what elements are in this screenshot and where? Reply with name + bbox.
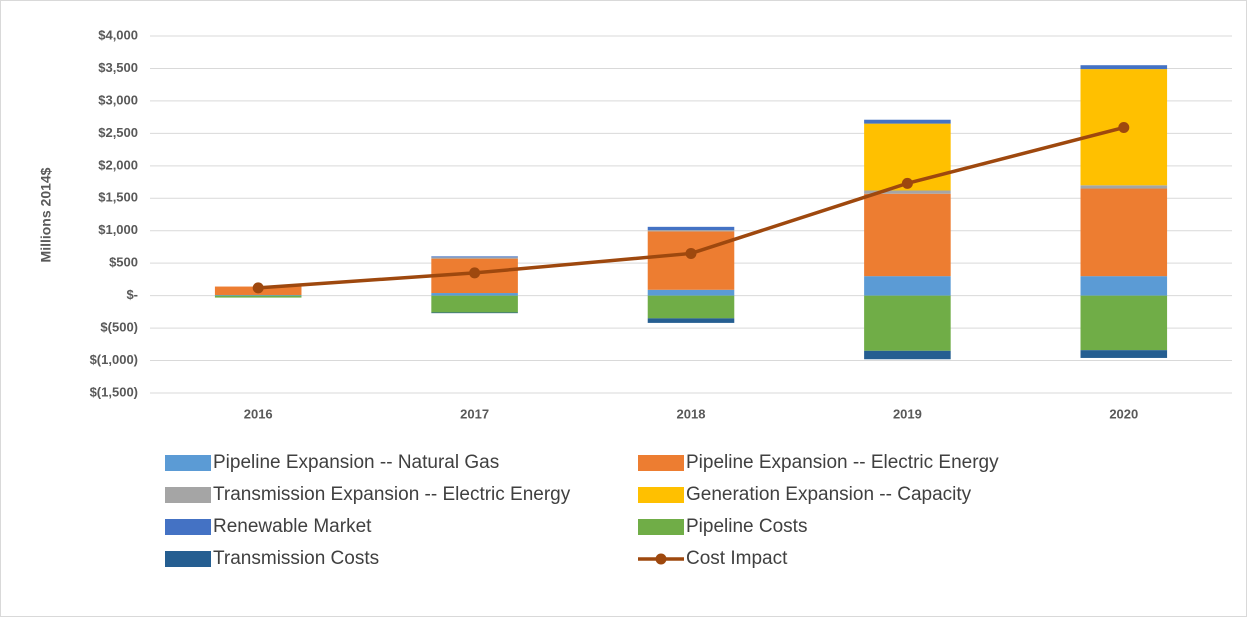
legend-marker <box>655 553 667 565</box>
x-tick-label: 2018 <box>677 406 706 421</box>
legend-swatch <box>165 519 211 535</box>
legend-swatch <box>638 455 684 471</box>
line-point <box>252 282 264 294</box>
legend-label: Pipeline Expansion -- Natural Gas <box>213 452 499 473</box>
line-point <box>469 267 481 279</box>
line-point <box>901 177 913 189</box>
bar-segment <box>864 193 951 277</box>
x-tick-label: 2019 <box>893 406 922 421</box>
bar-segment <box>647 231 735 290</box>
bar-segment <box>864 350 951 360</box>
y-tick-label: $3,500 <box>98 60 138 75</box>
legend-label: Pipeline Costs <box>686 516 807 537</box>
bar-segment <box>214 294 302 296</box>
bar-segment <box>214 295 302 298</box>
bar-segment <box>1080 188 1168 277</box>
bar-segment <box>431 295 518 313</box>
bar-segment <box>1080 185 1168 189</box>
y-tick-label: $- <box>126 287 138 302</box>
legend-swatch <box>165 551 211 567</box>
bar-segment <box>431 257 518 259</box>
legend-swatch <box>638 487 684 503</box>
x-tick-label: 2020 <box>1109 406 1138 421</box>
line-point <box>685 247 697 259</box>
y-tick-label: $(500) <box>100 320 138 335</box>
legend-label: Transmission Expansion -- Electric Energ… <box>213 484 571 505</box>
y-tick-label: $2,000 <box>98 157 138 172</box>
y-tick-label: $1,500 <box>98 190 138 205</box>
y-tick-label: $(1,000) <box>90 352 138 367</box>
bar-segment <box>864 276 951 296</box>
bar-segment <box>647 226 735 231</box>
y-tick-label: $500 <box>109 255 138 270</box>
legend-label: Renewable Market <box>213 516 372 537</box>
legend-swatch <box>165 455 211 471</box>
bar-segment <box>1080 276 1168 296</box>
y-tick-label: $2,500 <box>98 125 138 140</box>
legend-label: Cost Impact <box>686 548 788 569</box>
line-point <box>1118 122 1130 134</box>
x-tick-label: 2016 <box>244 406 273 421</box>
y-tick-label: $1,000 <box>98 222 138 237</box>
y-tick-label: $4,000 <box>98 27 138 42</box>
legend-swatch <box>165 487 211 503</box>
bar-segment <box>431 293 518 296</box>
bar-segment <box>647 230 735 232</box>
bar-segment <box>1080 295 1168 351</box>
y-tick-label: $3,000 <box>98 92 138 107</box>
legend-swatch <box>638 519 684 535</box>
y-tick-label: $(1,500) <box>90 384 138 399</box>
legend-label: Generation Expansion -- Capacity <box>686 484 972 505</box>
bar-segment <box>1080 65 1168 70</box>
bar-segment <box>864 119 951 124</box>
bar-segment <box>864 295 951 351</box>
bar-segment <box>431 312 518 314</box>
bar-segment <box>647 318 735 323</box>
bar-segment <box>647 289 735 296</box>
bar-segment <box>647 295 735 319</box>
bar-segment <box>864 190 951 194</box>
bar-segment <box>1080 350 1168 358</box>
x-tick-label: 2017 <box>460 406 489 421</box>
legend-label: Pipeline Expansion -- Electric Energy <box>686 452 999 473</box>
y-axis-title: Millions 2014$ <box>38 167 54 262</box>
bar-segment <box>431 256 518 258</box>
legend-label: Transmission Costs <box>213 548 379 569</box>
